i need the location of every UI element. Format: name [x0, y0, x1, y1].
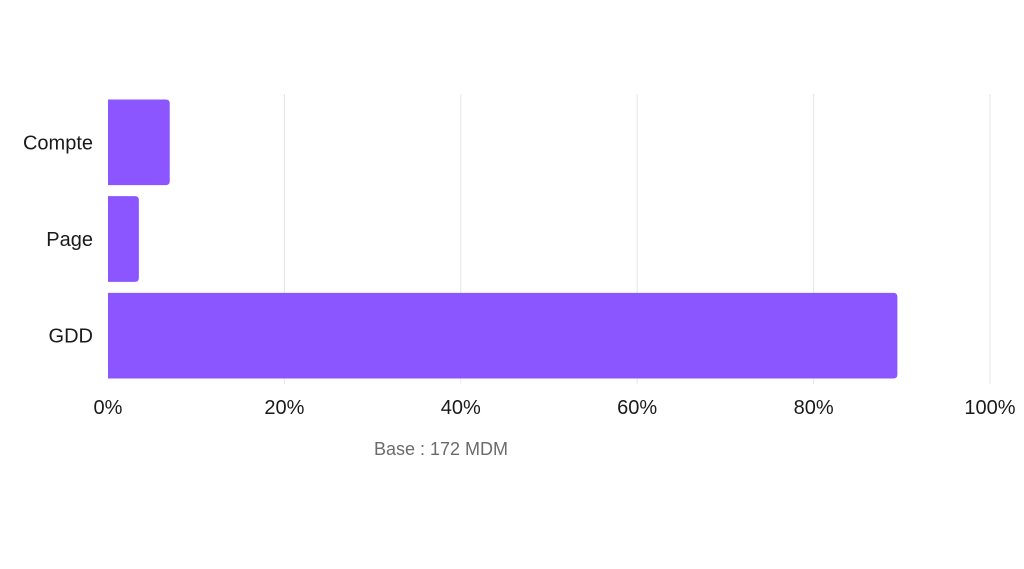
x-tick-label: 80%: [794, 397, 834, 419]
x-tick-label: 60%: [617, 397, 657, 419]
x-tick-label: 40%: [441, 397, 481, 419]
category-label-page: Page: [46, 229, 93, 251]
x-tick-label: 0%: [94, 397, 123, 419]
base-note: Base : 172 MDM: [374, 439, 508, 459]
category-labels: Compte Page GDD: [23, 132, 93, 347]
bars: [108, 99, 898, 379]
x-tick-label: 100%: [964, 397, 1015, 419]
category-label-compte: Compte: [23, 132, 93, 154]
x-tick-labels: 0% 20% 40% 60% 80% 100%: [94, 397, 1016, 419]
x-tick-label: 20%: [264, 397, 304, 419]
bar-page: [108, 196, 139, 282]
bar-compte: [108, 99, 170, 186]
category-label-gdd: GDD: [49, 326, 93, 348]
bar-gdd: [108, 292, 898, 379]
